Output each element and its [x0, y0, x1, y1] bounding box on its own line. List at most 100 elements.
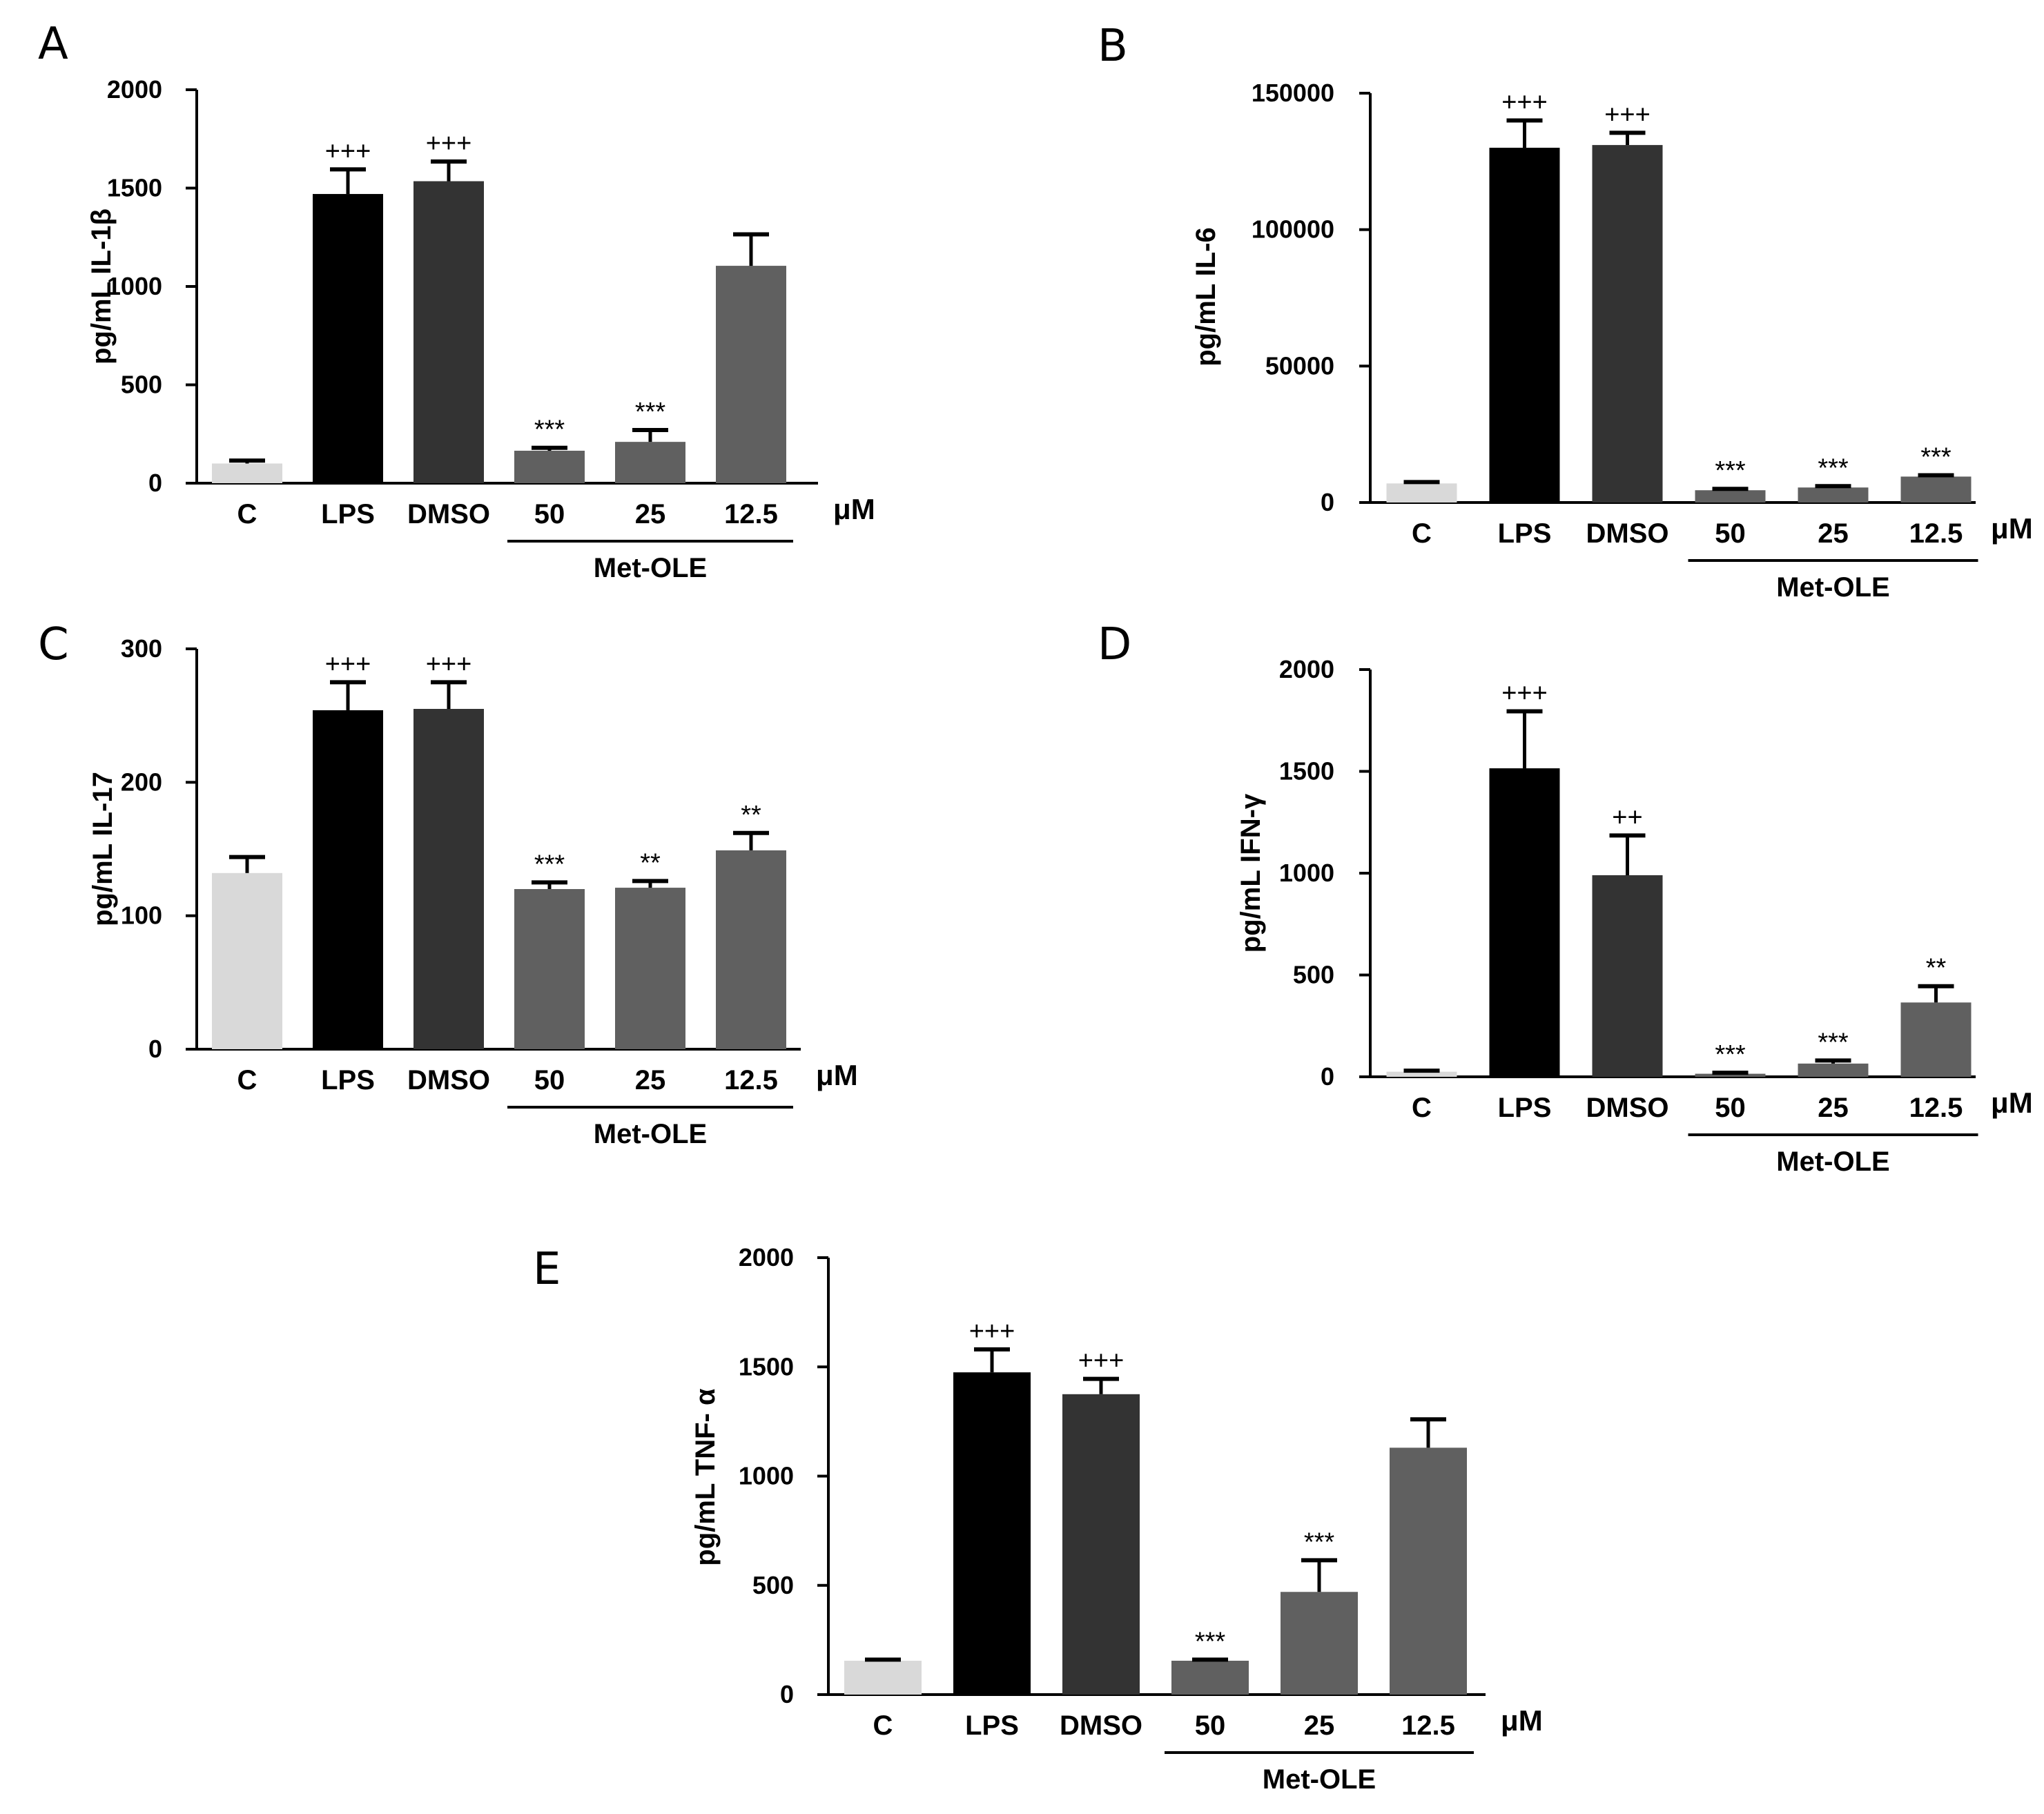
y-tick-label: 0 [1321, 488, 1334, 516]
panel-a: A 0 500 1000 1500 2000 pg/mL IL-1β C +++ LPS +++ DM… [38, 19, 875, 583]
y-axis-label: pg/mL IL-17 [88, 772, 118, 926]
bar-25 [615, 888, 685, 1049]
x-tick-label: LPS [321, 1065, 375, 1095]
x-tick-label: 50 [534, 499, 565, 529]
significance-label: +++ [1604, 100, 1651, 129]
bar-lps [313, 710, 383, 1049]
panel-d: D 0 500 1000 1500 2000 pg/mL IFN-γ C +++ LPS ++ DMS… [1098, 619, 2033, 1177]
x-tick-label: 12.5 [1909, 518, 1963, 549]
y-tick-label: 1000 [739, 1462, 794, 1490]
panel-b: B 0 50000 100000 150000 pg/mL IL-6 C +++ LPS +++ D… [1098, 21, 2033, 603]
x-tick-label: C [237, 499, 257, 529]
bar-dmso [1592, 145, 1663, 503]
bar-12-5 [1390, 1447, 1467, 1695]
bar-12-5 [716, 266, 786, 483]
significance-label: +++ [1501, 679, 1548, 708]
bar-12-5 [716, 850, 786, 1049]
significance-label: +++ [969, 1317, 1015, 1346]
bar-25 [1798, 487, 1869, 503]
x-tick-label: 12.5 [1401, 1710, 1455, 1741]
group-label: Met-OLE [594, 1119, 707, 1149]
unit-label: μM [816, 1059, 858, 1091]
bar-50 [514, 889, 585, 1049]
group-label: Met-OLE [1776, 1147, 1889, 1177]
y-tick-label: 200 [121, 768, 162, 796]
unit-label: μM [833, 493, 875, 525]
y-tick-label: 0 [1321, 1062, 1334, 1091]
bar-dmso [413, 181, 484, 483]
x-tick-label: DMSO [1586, 518, 1669, 549]
significance-label: *** [534, 850, 565, 879]
x-tick-label: DMSO [1060, 1710, 1142, 1741]
panel-c: C 0 100 200 300 pg/mL IL-17 C +++ LPS +++ DMSO *** 5… [38, 619, 858, 1149]
bar-c [844, 1660, 922, 1695]
x-tick-label: DMSO [1586, 1093, 1669, 1123]
x-tick-label: DMSO [407, 499, 490, 529]
bar-c [212, 463, 282, 483]
significance-label: *** [1304, 1528, 1335, 1557]
bar-lps [1489, 768, 1560, 1077]
y-axis-label: pg/mL IFN-γ [1236, 793, 1266, 953]
y-tick-label: 1000 [1279, 859, 1334, 887]
y-axis-label: pg/mL TNF- α [690, 1388, 721, 1566]
group-label: Met-OLE [594, 553, 707, 583]
y-tick-label: 300 [121, 634, 162, 663]
y-tick-label: 500 [1293, 961, 1334, 989]
y-tick-label: 0 [148, 1035, 162, 1063]
x-tick-label: C [237, 1065, 257, 1095]
significance-label: *** [635, 398, 666, 427]
unit-label: μM [1991, 512, 2033, 545]
x-tick-label: LPS [321, 499, 375, 529]
y-tick-label: 2000 [107, 75, 162, 104]
panel-label: C [38, 619, 69, 670]
y-tick-label: 2000 [739, 1243, 794, 1271]
significance-label: *** [1715, 456, 1746, 485]
x-tick-label: 25 [1818, 1093, 1849, 1123]
y-tick-label: 100 [121, 901, 162, 930]
x-tick-label: LPS [1498, 518, 1552, 549]
bar-dmso [1062, 1394, 1140, 1695]
bar-dmso [1592, 875, 1663, 1077]
unit-label: μM [1501, 1704, 1543, 1737]
bar-25 [615, 442, 685, 483]
bar-12-5 [1900, 476, 1972, 503]
y-tick-label: 100000 [1252, 215, 1334, 244]
x-tick-label: 25 [1304, 1710, 1335, 1741]
x-tick-label: 50 [1715, 518, 1746, 549]
bar-lps [1489, 148, 1560, 503]
y-tick-label: 2000 [1279, 655, 1334, 683]
x-tick-label: LPS [965, 1710, 1019, 1741]
significance-label: ++ [1612, 803, 1642, 832]
panel-label: E [533, 1244, 561, 1295]
group-label: Met-OLE [1776, 572, 1889, 603]
x-tick-label: C [1412, 1093, 1432, 1123]
x-tick-label: 25 [635, 1065, 666, 1095]
significance-label: *** [1715, 1040, 1746, 1069]
bar-50 [1695, 490, 1766, 503]
significance-label: +++ [1078, 1347, 1125, 1376]
y-tick-label: 0 [148, 469, 162, 497]
significance-label: +++ [325, 650, 371, 679]
bar-c [212, 872, 282, 1049]
y-tick-label: 1000 [107, 272, 162, 300]
panel-label: D [1098, 619, 1131, 670]
x-tick-label: C [873, 1710, 893, 1741]
bar-25 [1281, 1592, 1358, 1695]
y-tick-label: 0 [780, 1680, 794, 1708]
panel-label: B [1098, 21, 1128, 72]
significance-label: +++ [1501, 88, 1548, 117]
unit-label: μM [1991, 1086, 2033, 1119]
x-tick-label: 50 [1715, 1093, 1746, 1123]
significance-label: +++ [426, 129, 472, 158]
bar-c [1386, 483, 1457, 503]
bar-lps [953, 1372, 1031, 1695]
significance-label: +++ [426, 650, 472, 679]
y-tick-label: 50000 [1265, 351, 1334, 380]
y-axis-label: pg/mL IL-1β [86, 208, 117, 364]
panel-label: A [38, 19, 68, 70]
x-tick-label: 50 [534, 1065, 565, 1095]
y-tick-label: 1500 [1279, 757, 1334, 786]
x-tick-label: 12.5 [724, 1065, 778, 1095]
y-tick-label: 500 [121, 371, 162, 399]
